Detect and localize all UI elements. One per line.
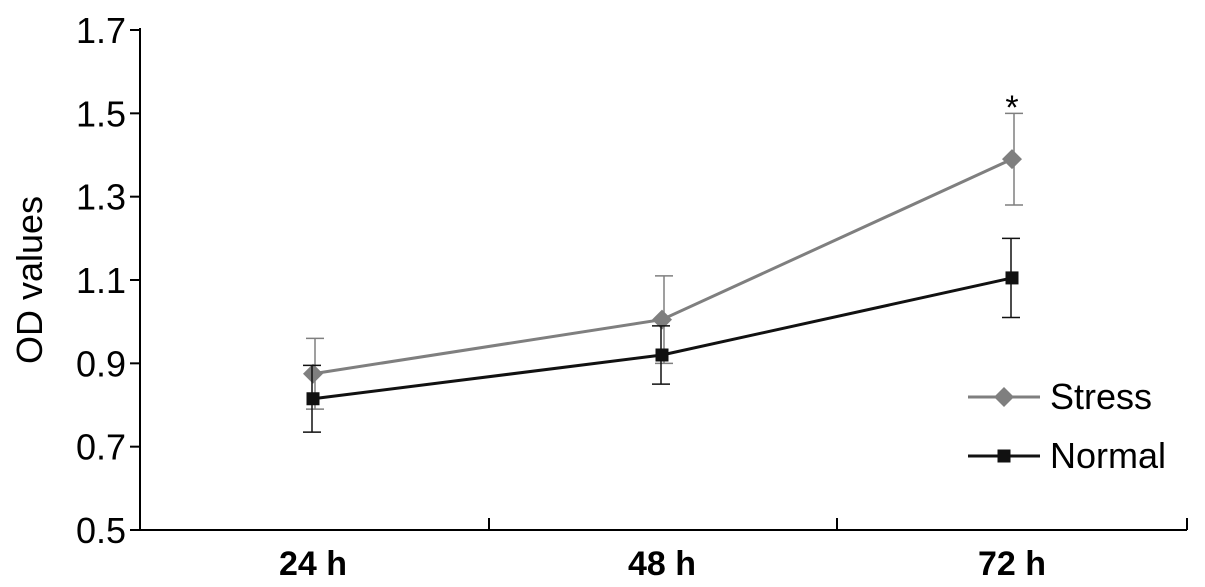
series-stress <box>303 112 1023 410</box>
data-point <box>1002 149 1022 170</box>
legend-item-normal: Normal <box>968 435 1166 476</box>
legend-marker <box>997 449 1011 463</box>
data-point <box>652 309 672 330</box>
x-axis: 24 h 48 h 72 h <box>139 518 1188 583</box>
y-tick-label: 1.3 <box>76 177 126 218</box>
x-tick-label: 72 h <box>978 545 1046 583</box>
annotation-layer: * <box>1005 89 1018 127</box>
y-tick-label: 1.5 <box>76 93 126 134</box>
series-layer <box>303 112 1023 433</box>
legend-label: Normal <box>1050 435 1166 476</box>
x-ticks: 24 h 48 h 72 h <box>139 518 1188 583</box>
y-axis: 0.5 0.7 0.9 1.1 1.3 1.5 1.7 <box>76 10 141 551</box>
series-line <box>312 276 1013 401</box>
y-tick-label: 0.9 <box>76 343 126 384</box>
series-normal <box>303 237 1020 433</box>
legend-item-stress: Stress <box>968 376 1152 417</box>
series-line <box>312 157 1013 376</box>
data-point <box>655 348 669 362</box>
x-tick-label: 24 h <box>279 545 347 583</box>
y-ticks: 0.5 0.7 0.9 1.1 1.3 1.5 1.7 <box>76 10 140 551</box>
data-point <box>303 363 323 384</box>
data-point <box>306 392 320 406</box>
y-tick-label: 1.1 <box>76 260 126 301</box>
legend: Stress Normal <box>968 376 1166 476</box>
legend-marker <box>994 387 1014 407</box>
y-tick-label: 1.7 <box>76 10 126 51</box>
data-point <box>1005 271 1019 285</box>
y-tick-label: 0.7 <box>76 427 126 468</box>
legend-label: Stress <box>1050 376 1152 417</box>
y-tick-label: 0.5 <box>76 510 126 551</box>
x-tick-label: 48 h <box>628 545 696 583</box>
significance-marker: * <box>1005 89 1018 127</box>
y-axis-label: OD values <box>9 196 50 364</box>
